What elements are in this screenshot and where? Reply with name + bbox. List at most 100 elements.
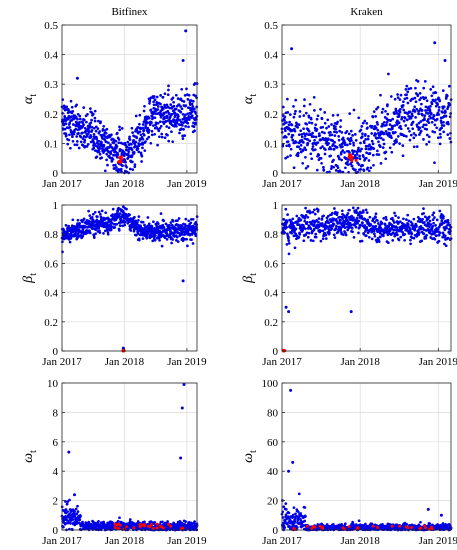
data-point [295,214,299,218]
data-point [287,235,290,239]
data-point [354,139,358,142]
data-point [352,236,356,239]
y-tick-label: 0.5 [44,20,58,32]
y-axis-symbol: β [21,276,36,284]
data-point [443,234,447,238]
data-point [179,97,183,101]
data-point [296,126,300,129]
data-point [322,234,326,238]
data-point [360,147,363,151]
data-point [328,133,332,137]
data-point [99,215,103,219]
data-point [408,138,412,142]
data-point [128,520,132,523]
data-point [403,116,407,120]
data-point [398,142,401,145]
data-point [384,109,387,113]
data-point [297,216,301,220]
data-point [321,145,324,148]
data-point [118,128,122,132]
data-point [184,104,188,107]
data-point [135,233,138,237]
data-point [104,211,108,215]
data-point [309,152,313,156]
data-point [151,115,154,119]
data-point [364,147,368,151]
data-point [115,212,119,215]
data-point [285,225,289,229]
data-point [194,234,198,238]
data-point [327,221,331,225]
highlight-points [347,153,358,163]
data-point [445,94,449,98]
data-point [330,227,334,230]
data-point [307,231,311,235]
data-point [176,240,180,243]
y-tick-label: 60 [267,437,279,449]
data-point [66,500,70,503]
data-point [304,227,307,231]
data-point [302,104,306,108]
data-point [304,166,308,170]
data-point [113,226,117,229]
highlight-point [117,522,121,526]
y-axis-subscript: t [28,450,39,453]
highlight-point [125,525,129,529]
data-point [76,218,80,222]
data-point [88,231,92,235]
data-point [341,217,345,220]
data-point [401,144,405,147]
data-point [295,526,299,529]
data-point [413,227,417,231]
highlight-point [349,154,353,158]
data-point [191,242,195,245]
data-point [182,128,185,131]
data-point [419,120,423,123]
data-point [371,115,375,119]
data-point [302,127,305,131]
data-point [292,105,295,108]
data-point [156,222,160,226]
data-point [417,112,421,116]
data-point [442,105,446,109]
data-point [423,80,427,83]
data-point [446,223,449,227]
data-point [132,219,136,223]
data-point [295,122,299,126]
data-point [124,160,127,164]
data-point [338,170,342,173]
data-point [376,219,379,222]
data-point [363,224,367,227]
data-point [181,279,185,283]
y-tick-label: 0.1 [264,138,278,150]
data-point [428,219,432,223]
data-point [169,221,173,224]
data-point [307,130,311,133]
data-point [65,502,69,506]
plot-frame [61,204,198,352]
data-point [298,233,302,236]
data-point [364,208,368,212]
data-point [375,153,379,156]
data-point [404,88,408,91]
data-point [322,214,325,218]
data-point [142,128,146,132]
data-point [138,130,142,134]
data-point [398,98,402,101]
data-point [391,527,394,530]
data-point [62,118,66,122]
data-point [339,119,343,122]
data-point [334,217,338,221]
data-point [416,219,420,223]
data-point [419,225,423,228]
data-point [433,41,437,45]
data-point [162,112,166,116]
data-point [162,225,166,229]
scatter-points [60,29,199,175]
data-point [299,129,303,133]
data-point [449,131,452,135]
data-point [287,123,291,127]
data-point [190,102,194,106]
data-point [315,168,319,172]
x-tick-label: Jan 2017 [42,356,82,368]
